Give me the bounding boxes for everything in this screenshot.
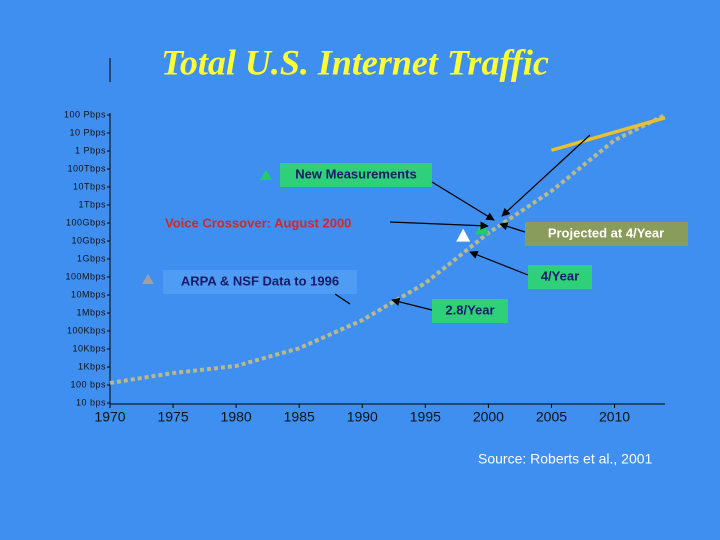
source: Source: Roberts et al., 2001 — [478, 451, 653, 467]
y-tick-label: 100 Pbps — [64, 109, 106, 119]
note-box — [528, 265, 592, 289]
y-tick-label: 100Mbps — [65, 271, 106, 281]
y-tick-label: 10 bps — [76, 397, 106, 407]
marker — [475, 221, 490, 235]
x-tick-label: 1985 — [284, 409, 315, 425]
y-tick-label: 100Kbps — [67, 325, 106, 335]
y-tick-label: 100 bps — [70, 379, 106, 389]
y-tick-label: 1Mbps — [76, 307, 106, 317]
annotation: Voice Crossover: August 2000 — [165, 215, 351, 230]
plot-area: 10 bps 100 bps 1Kbps 10Kbps 100Kbps 1Mbps 10Mb… — [64, 109, 666, 425]
annotation: Projected at 4/Year — [548, 225, 664, 240]
arrows — [334, 134, 591, 311]
y-tick-label: 10 Pbps — [69, 127, 106, 137]
y-tick-label: 1Kbps — [78, 361, 106, 371]
series-line — [550, 116, 666, 152]
note-box — [432, 299, 508, 323]
note-box — [163, 270, 357, 294]
y-tick-label: 10Mbps — [71, 289, 106, 299]
y-tick-label: 1 Pbps — [75, 145, 106, 155]
x-tick-label: 1970 — [94, 409, 125, 425]
y-tick-label: 1Tbps — [78, 199, 106, 209]
annotation: New Measurements — [295, 166, 416, 181]
chart-title: Total U.S. Internet Traffic — [161, 42, 549, 82]
note-box — [525, 222, 688, 246]
y-tick-label: 10Gbps — [71, 235, 106, 245]
y-tick-label: 100Gbps — [66, 217, 106, 227]
y-tick-label: 1Gbps — [77, 253, 106, 263]
legend-marker — [260, 170, 272, 180]
x-tick-label: 1990 — [347, 409, 378, 425]
note-box — [280, 163, 432, 187]
x-tick-label: 1980 — [221, 409, 252, 425]
y-tick-label: 100Tbps — [67, 163, 106, 173]
y-tick-label: 10Tbps — [73, 181, 106, 191]
series-line — [109, 113, 666, 385]
annotation: ARPA & NSF Data to 1996 — [181, 273, 339, 288]
annotation: 4/Year — [541, 268, 579, 283]
annotation: 2.8/Year — [445, 302, 494, 317]
x-tick-label: 2000 — [473, 409, 504, 425]
x-tick-label: 1975 — [157, 409, 188, 425]
x-tick-label: 2010 — [599, 409, 630, 425]
x-tick-label: 2005 — [536, 409, 567, 425]
marker — [456, 228, 471, 242]
y-tick-label: 10Kbps — [72, 343, 106, 353]
legend-marker — [142, 274, 154, 284]
x-tick-label: 1995 — [410, 409, 441, 425]
